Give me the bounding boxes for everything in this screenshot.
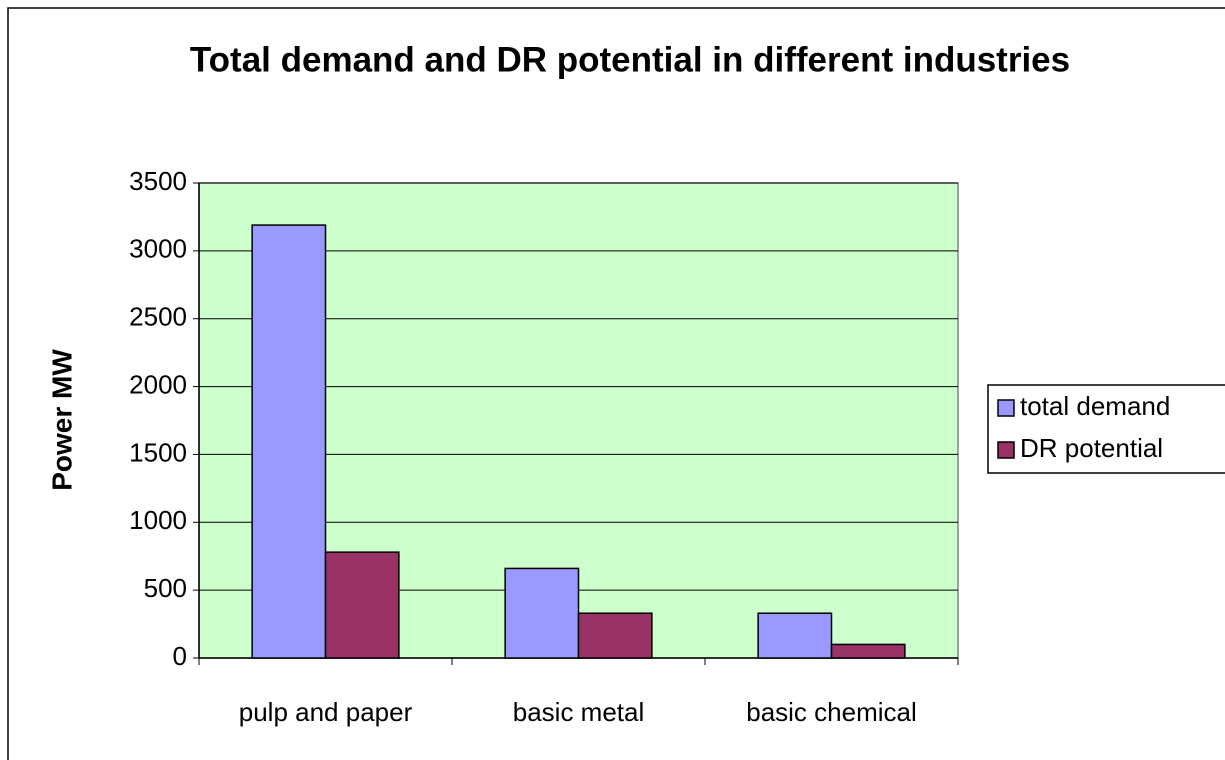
y-tick-label: 1500 <box>129 437 187 467</box>
bar <box>757 612 833 659</box>
y-tick-label: 0 <box>173 641 187 671</box>
chart-title: Total demand and DR potential in differe… <box>190 40 1070 79</box>
legend-box <box>987 384 1225 474</box>
y-tick-label: 2000 <box>129 369 187 399</box>
x-tick-label: pulp and paper <box>239 697 413 727</box>
y-tick-label: 3500 <box>129 166 187 196</box>
y-tick-label: 1000 <box>129 505 187 535</box>
bar <box>251 224 327 659</box>
legend-swatch <box>997 399 1015 417</box>
x-tick-label: basic metal <box>513 697 645 727</box>
bar <box>830 643 906 659</box>
bar <box>504 567 580 659</box>
bar <box>577 612 653 659</box>
y-tick-label: 2500 <box>129 302 187 332</box>
bar <box>324 551 400 659</box>
legend-swatch <box>997 441 1015 459</box>
y-axis-label: Power MW <box>46 349 77 491</box>
legend-label: DR potential <box>1020 433 1163 463</box>
y-tick-label: 3000 <box>129 234 187 264</box>
x-tick-label: basic chemical <box>746 697 917 727</box>
legend-label: total demand <box>1020 391 1170 421</box>
y-tick-label: 500 <box>144 573 187 603</box>
